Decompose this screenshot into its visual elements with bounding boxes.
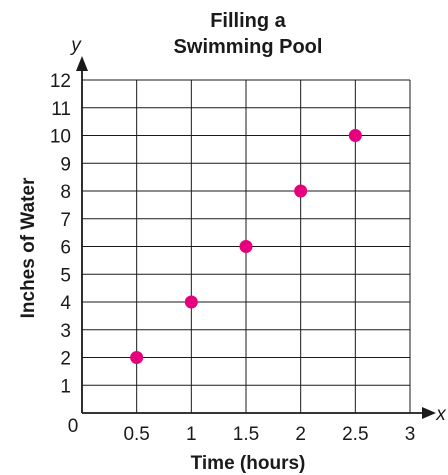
x-tick-label: 0.5 [123,424,149,445]
y-tick-label: 4 [60,293,71,314]
data-point [348,129,362,142]
data-point [130,351,144,364]
y-tick-label: 9 [60,154,71,175]
y-tick-label: 2 [60,349,71,370]
chart-title-line-2: Swimming Pool [174,36,323,58]
y-tick-label: 10 [50,127,71,148]
chart-title-line-1: Filling a [210,10,286,32]
data-point [184,295,198,309]
y-tick-label: 3 [60,321,71,342]
y-axis-arrow [76,56,88,71]
data-points [130,129,362,364]
y-tick-label: 7 [60,210,71,231]
x-tick-label: 2.5 [342,424,368,445]
y-axis-title: Inches of Water [18,177,39,318]
data-point [239,240,253,253]
x-tick-label: 2 [295,424,306,445]
x-variable-label: x [435,404,447,425]
axes [76,56,436,419]
origin-label: 0 [68,416,79,437]
y-tick-label: 8 [60,182,71,203]
x-tick-labels: 0.5 1 1.5 2 2.5 3 [123,424,415,445]
x-tick-label: 3 [405,424,416,445]
y-tick-label: 1 [60,376,71,397]
y-variable-label: y [69,35,82,56]
y-tick-label: 6 [60,238,71,259]
y-tick-label: 12 [50,71,71,92]
data-point [294,184,308,198]
x-tick-label: 1 [186,424,197,445]
y-tick-label: 5 [60,265,71,286]
y-tick-label: 11 [51,99,71,120]
x-tick-label: 1.5 [233,424,259,445]
x-axis-title: Time (hours) [191,453,306,474]
x-axis-arrow [422,407,436,419]
